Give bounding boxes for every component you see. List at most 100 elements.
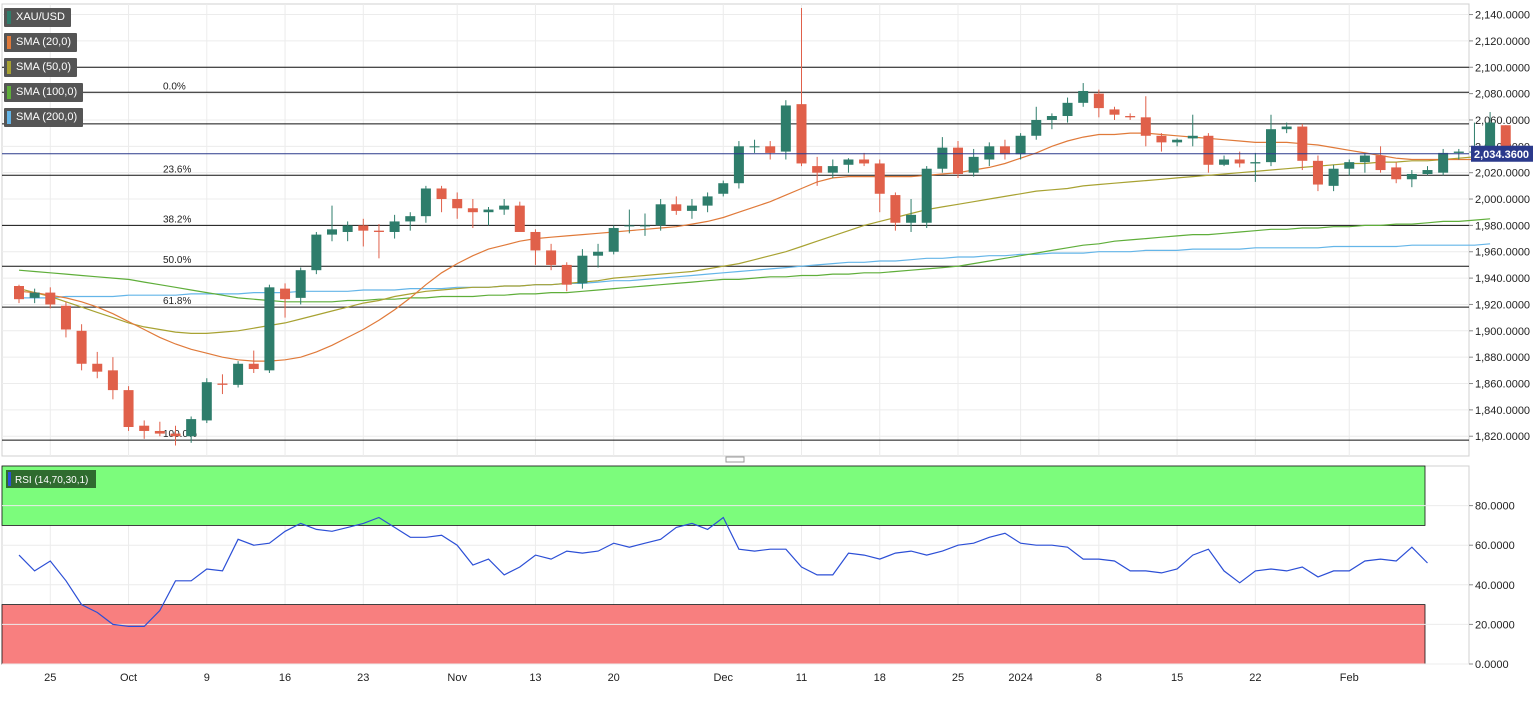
rsi-y-tick-label: 40.0000 xyxy=(1475,580,1515,592)
candle-body xyxy=(248,363,259,370)
x-tick-label: Oct xyxy=(120,672,137,684)
x-tick-label: Feb xyxy=(1340,672,1359,684)
candle-body xyxy=(780,105,791,152)
candle-body xyxy=(1187,135,1198,139)
candle-body xyxy=(1391,167,1402,180)
sma-200-line xyxy=(19,243,1491,299)
candle-body xyxy=(405,216,416,222)
candle-body xyxy=(1485,122,1496,152)
legend-item[interactable]: SMA (20,0) xyxy=(4,33,78,52)
y-tick-label: 1,880.0000 xyxy=(1475,352,1530,364)
legend-item[interactable]: SMA (200,0) xyxy=(4,108,84,127)
candle-body xyxy=(718,183,729,194)
candle-body xyxy=(937,147,948,169)
candle-body xyxy=(201,382,212,421)
candle-body xyxy=(139,425,150,431)
candle-body xyxy=(733,146,744,184)
candle-body xyxy=(1328,168,1339,186)
y-tick-label: 1,860.0000 xyxy=(1475,379,1530,391)
candle-body xyxy=(530,231,541,251)
candle-body xyxy=(1281,126,1292,130)
candle-body xyxy=(1172,139,1183,143)
candle-body xyxy=(233,363,244,385)
candle-body xyxy=(1219,159,1230,165)
rsi-y-tick-label: 60.0000 xyxy=(1475,540,1515,552)
fib-level-label: 38.2% xyxy=(163,214,191,225)
candle-body xyxy=(1312,160,1323,185)
candle-body xyxy=(749,146,760,148)
candle-body xyxy=(186,419,197,437)
legend-item[interactable]: SMA (100,0) xyxy=(4,83,84,102)
candle-body xyxy=(1109,109,1120,115)
y-tick-label: 1,960.0000 xyxy=(1475,247,1530,259)
candle-body xyxy=(1046,116,1057,120)
fib-level-label: 50.0% xyxy=(163,255,191,266)
x-tick-label: 22 xyxy=(1249,672,1261,684)
candle-body xyxy=(1297,126,1308,161)
candle-body xyxy=(1015,135,1026,155)
legend-swatch xyxy=(7,61,11,74)
candle-body xyxy=(765,146,776,153)
y-tick-label: 2,020.0000 xyxy=(1475,168,1530,180)
candle-body xyxy=(640,225,650,227)
candle-body xyxy=(702,196,713,206)
candle-body xyxy=(60,305,71,330)
y-tick-label: 1,900.0000 xyxy=(1475,326,1530,338)
candle-body xyxy=(107,370,118,391)
fib-level-label: 23.6% xyxy=(163,164,191,175)
y-tick-label: 1,840.0000 xyxy=(1475,405,1530,417)
fib-level-label: 0.0% xyxy=(163,81,186,92)
candle-body xyxy=(373,230,384,232)
candle-body xyxy=(1500,125,1511,155)
candle-body xyxy=(561,264,572,285)
candle-body xyxy=(467,208,478,213)
y-tick-label: 1,940.0000 xyxy=(1475,273,1530,285)
x-tick-label: Dec xyxy=(713,672,733,684)
last-price-tag xyxy=(1471,145,1533,162)
candle-body xyxy=(92,363,103,372)
candle-body xyxy=(968,156,979,173)
legend-item[interactable]: XAU/USD xyxy=(4,8,71,27)
y-tick-label: 2,100.0000 xyxy=(1475,62,1530,74)
candle-body xyxy=(1203,135,1214,165)
candle-body xyxy=(655,204,666,226)
candle-body xyxy=(499,205,510,210)
candle-body xyxy=(890,195,901,223)
candle-body xyxy=(812,166,823,173)
candle-body xyxy=(1031,119,1042,136)
legend-label: XAU/USD xyxy=(16,11,65,23)
y-tick-label: 2,120.0000 xyxy=(1475,36,1530,48)
legend-label: SMA (100,0) xyxy=(16,86,78,98)
candle-body xyxy=(29,292,40,298)
x-tick-label: 25 xyxy=(44,672,56,684)
candle-body xyxy=(45,292,56,305)
candle-body xyxy=(686,205,697,211)
candle-body xyxy=(76,330,87,364)
rsi-line xyxy=(18,516,1428,628)
candle-body xyxy=(1359,155,1370,163)
candle-body xyxy=(984,146,995,160)
x-tick-label: 25 xyxy=(952,672,964,684)
candle-body xyxy=(1344,162,1355,169)
x-tick-label: 9 xyxy=(204,672,210,684)
candle-body xyxy=(1266,129,1276,163)
candle-body xyxy=(671,204,682,211)
y-tick-label: 1,920.0000 xyxy=(1475,299,1530,311)
x-tick-label: 20 xyxy=(608,672,620,684)
legend-swatch xyxy=(7,11,11,24)
fib-level-label: 61.8% xyxy=(163,296,191,307)
sma-50-line xyxy=(18,154,1491,334)
legend-swatch xyxy=(7,36,11,49)
legend-item[interactable]: SMA (50,0) xyxy=(4,58,78,77)
candle-body xyxy=(311,234,322,271)
candle-body xyxy=(953,147,963,174)
candle-body xyxy=(154,430,165,434)
candle-body xyxy=(327,229,337,235)
x-tick-label: 13 xyxy=(529,672,541,684)
legend-label: SMA (50,0) xyxy=(16,61,72,73)
candle-body xyxy=(1250,162,1261,164)
candle-body xyxy=(420,188,431,217)
candle-body xyxy=(358,225,369,231)
candle-body xyxy=(1406,173,1417,180)
